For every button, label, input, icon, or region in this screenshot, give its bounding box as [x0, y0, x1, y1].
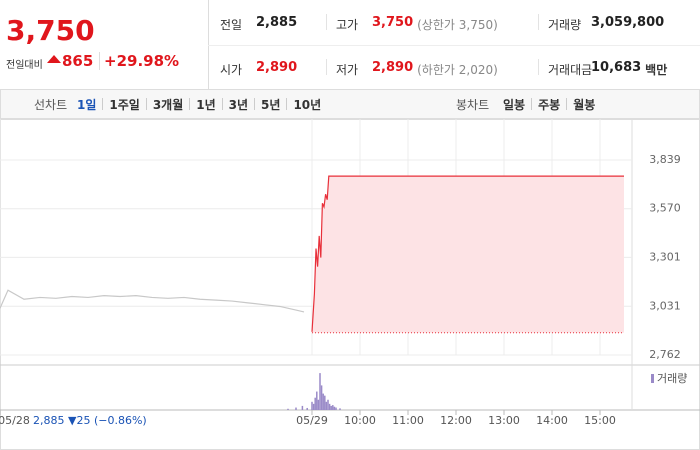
area-fill [312, 176, 624, 333]
volume-bar [330, 405, 332, 410]
tab-bar: 선차트 1일 1주일 3개월 1년 3년 5년 10년 봉차트 일봉 주봉 월봉 [0, 89, 700, 119]
separator [145, 98, 147, 110]
row-divider [208, 45, 700, 46]
volume-bar [314, 397, 316, 410]
volume-bar [311, 401, 313, 410]
volume-bar [320, 385, 323, 410]
tab[interactable]: 월봉 [573, 98, 596, 112]
x-tick-label: 10:00 [344, 414, 376, 427]
volume-bar [335, 407, 337, 410]
tab[interactable]: 5년 [261, 98, 281, 112]
summary-value: 2,890 [372, 60, 414, 75]
chart: 2,762 3,031 3,301 3,570 3,839 05/28 05/29 10:00… [0, 119, 700, 450]
tab[interactable]: 1일 [77, 98, 97, 112]
summary-label: 거래대금 [548, 63, 593, 77]
summary-value: 3,059,800 [591, 15, 665, 30]
x-tick-label: 05/29 [296, 414, 328, 427]
up-arrow [47, 55, 61, 63]
separator [326, 59, 327, 75]
x-tick-label: 14:00 [536, 414, 568, 427]
price-box: 3,750 전일대비 865 +29.98% [0, 0, 209, 90]
tab[interactable]: 1주일 [109, 98, 140, 112]
summary-label: 거래량 [548, 18, 582, 32]
separator [221, 98, 223, 110]
volume-bar [332, 405, 334, 410]
summary: 전일 2,885 고가 3,750 (상한가 3,750) 거래량 3,059,800 시가 2… [208, 0, 700, 90]
y-tick-label: 2,762 [649, 348, 681, 361]
summary-value: 2,885 [256, 15, 298, 30]
volume-bar [327, 399, 329, 410]
separator [566, 98, 568, 110]
volume-bar [328, 403, 331, 410]
y-tick-label: 3,301 [649, 250, 681, 263]
y-tick-label: 3,839 [649, 153, 681, 166]
y-tick-label: 3,570 [649, 202, 681, 215]
x-tick-label: 05/28 [0, 414, 30, 427]
price: 3,750 [6, 14, 95, 47]
summary-value: 3,750 [372, 15, 414, 30]
tab[interactable]: 3년 [228, 98, 249, 112]
summary-label: 시가 [220, 63, 243, 77]
price-line [311, 175, 624, 332]
x-tick-label: 15:00 [584, 414, 616, 427]
volume-bar [333, 406, 336, 410]
separator [254, 98, 256, 110]
tab[interactable]: 3개월 [152, 98, 184, 112]
volume-bar [306, 407, 308, 410]
volume-bar [316, 391, 318, 410]
separator [102, 98, 104, 110]
x-tick-label: 12:00 [440, 414, 472, 427]
summary-label: 전일 [220, 18, 243, 32]
volume-bar [322, 393, 324, 410]
summary-note: (하한가 2,020) [417, 63, 498, 77]
separator [538, 59, 539, 75]
separator [189, 98, 191, 110]
volume-bar [287, 408, 289, 410]
summary-note: (상한가 3,750) [417, 18, 498, 32]
volume-bar [312, 403, 315, 410]
tab[interactable]: 10년 [293, 98, 322, 112]
volume-bar [317, 399, 320, 410]
tab-label: 봉차트 [456, 98, 490, 112]
volume-legend: 거래량 [657, 372, 687, 385]
x-tick-label: 13:00 [488, 414, 520, 427]
summary-value: 2,890 [256, 60, 298, 75]
prev-summary: 2,885 ▼25 (−0.86%) [33, 414, 147, 427]
volume-bar [324, 395, 326, 410]
summary-value: 10,683 [591, 60, 642, 75]
separator [286, 98, 288, 110]
summary-label: 고가 [336, 18, 359, 32]
separator [326, 14, 327, 30]
tab[interactable]: 일봉 [503, 98, 526, 112]
change: 865 [62, 52, 94, 70]
volume-bar [319, 373, 321, 410]
separator [538, 14, 539, 30]
tab[interactable]: 주봉 [538, 98, 561, 112]
volume-legend-key [651, 374, 654, 383]
summary-unit: 백만 [645, 63, 668, 77]
volume-bar [295, 407, 297, 410]
x-tick-label: 11:00 [392, 414, 424, 427]
volume-bar [325, 401, 328, 410]
tab[interactable]: 1년 [196, 98, 216, 112]
tab-label: 선차트 [34, 98, 68, 112]
volume-bar [339, 408, 341, 410]
separator [531, 98, 533, 110]
y-tick-label: 3,031 [649, 299, 681, 312]
change-label: 전일대비 [6, 60, 43, 71]
summary-label: 저가 [336, 63, 359, 77]
volume-bar [301, 405, 304, 410]
price-line [0, 289, 305, 313]
change-pct: +29.98% [99, 52, 179, 70]
